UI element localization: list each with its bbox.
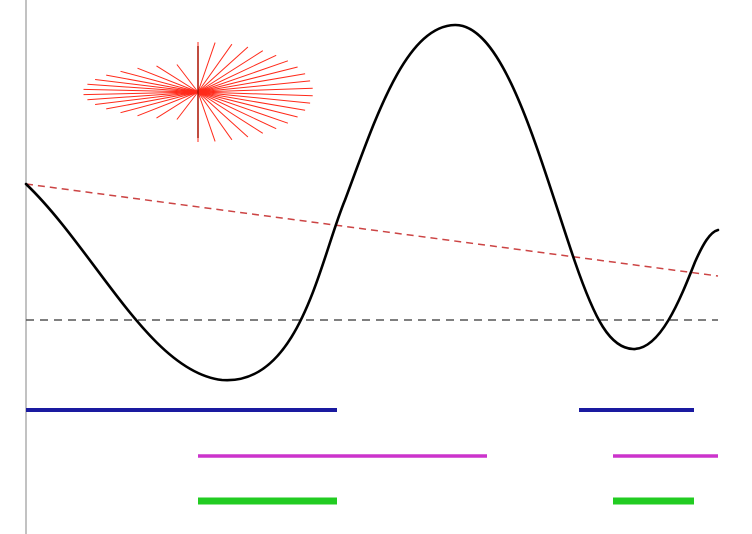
fan-ray	[197, 91, 313, 97]
fan-ray	[83, 88, 199, 93]
fan-ray	[197, 66, 298, 93]
fan-ray	[87, 83, 199, 93]
fan-ray	[197, 91, 298, 118]
fan-ray	[197, 46, 249, 93]
fan-ray	[197, 87, 313, 93]
fan-ray	[120, 70, 199, 93]
fan-ray	[137, 91, 199, 117]
fan-ray	[197, 91, 233, 141]
fan-ray	[176, 64, 199, 93]
main-curve	[24, 23, 720, 382]
fan-ray	[197, 50, 264, 93]
fan-ray	[197, 73, 306, 93]
trend-line	[25, 183, 719, 277]
fan-ray	[156, 91, 199, 119]
fan-bundle	[83, 42, 313, 142]
fan-ray	[83, 91, 199, 96]
fan-ray	[156, 65, 199, 93]
fan-ray	[197, 91, 289, 124]
fan-ray	[197, 91, 311, 104]
fan-ray	[106, 74, 199, 93]
fan-ray	[87, 91, 199, 101]
fan-ray	[197, 91, 264, 134]
fan-ray	[197, 91, 277, 130]
fan-ray	[197, 80, 311, 93]
fan-ray	[197, 43, 233, 93]
fan-ray	[197, 91, 249, 138]
fan-ray	[137, 67, 199, 93]
fan-ray	[197, 91, 306, 111]
fan-ray	[197, 91, 216, 142]
fan-ray	[197, 42, 216, 93]
fan-ray	[95, 79, 199, 93]
fan-ray	[197, 60, 289, 93]
fan-ray	[176, 91, 199, 120]
fan-ray	[106, 91, 199, 110]
fan-ray	[95, 91, 199, 105]
fan-ray	[120, 91, 199, 114]
fan-ray	[197, 54, 277, 93]
